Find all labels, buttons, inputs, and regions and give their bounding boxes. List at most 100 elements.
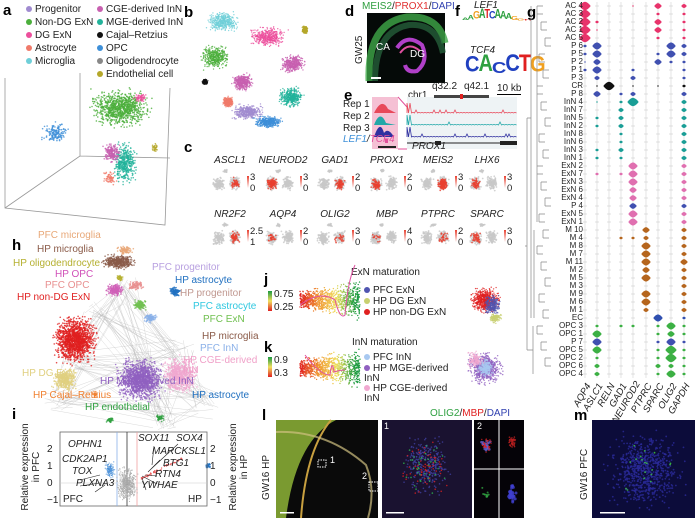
signal-track (406, 102, 517, 114)
violin (641, 242, 651, 250)
violin (595, 124, 599, 128)
violin (596, 85, 598, 87)
motif-tcf4: TCF4 (370, 134, 395, 145)
violin (594, 363, 600, 369)
point-cloud (602, 429, 687, 511)
colorbar (300, 230, 302, 242)
stain-legend-l: OLIG2/MBP/DAPI (430, 409, 510, 419)
violin (631, 324, 635, 328)
violin (583, 44, 587, 48)
point-cloud (212, 229, 225, 245)
violin (656, 12, 660, 16)
violin (592, 338, 602, 346)
point-cloud (479, 223, 486, 228)
point-cloud (230, 230, 241, 244)
colorbar (504, 230, 506, 242)
tick-left: −1 (47, 496, 58, 506)
corner-label-pfc: PFC (63, 495, 83, 505)
violin (630, 91, 636, 97)
colorbar (247, 176, 249, 188)
violin (595, 116, 599, 120)
tick-left: 2 (47, 445, 53, 455)
violin (681, 43, 687, 49)
row-label: CR (545, 82, 583, 90)
dendrogram (525, 5, 551, 374)
violin (656, 372, 660, 376)
stain-prox1: PROX1 (395, 1, 429, 12)
violin (654, 3, 662, 9)
cluster (301, 25, 309, 35)
point-cloud (437, 178, 448, 192)
point-cloud (132, 93, 147, 102)
graph-label: PFC ExN (203, 315, 245, 325)
gene-label: AQP4 (258, 210, 308, 220)
cluster (201, 78, 209, 85)
violin (631, 68, 635, 72)
colorbar (352, 176, 354, 188)
gene-label: ASCL1 (205, 156, 255, 166)
graph-label: PFC microglia (38, 231, 101, 241)
point-cloud (386, 230, 397, 244)
tick-right: 1 (210, 462, 216, 472)
tick-right: −1 (210, 496, 221, 506)
sequence-logo-tcf4: CACCTG (465, 52, 546, 84)
violin (681, 139, 687, 145)
graph-label: PFC OPC (45, 281, 89, 291)
cluster (278, 85, 305, 108)
violin (681, 131, 687, 137)
stain-mbp: MBP (462, 408, 484, 419)
violin (682, 76, 686, 80)
cluster (231, 72, 254, 92)
gene-label: LHX6 (462, 156, 512, 166)
legend-dot (97, 6, 103, 13)
row-label: ExN 4 (545, 194, 583, 202)
legend-label: Microglia (35, 56, 75, 67)
violin (654, 19, 662, 25)
legend-label: CGE-derived InN (106, 4, 182, 15)
ylabel-left: Relative expression in PFC (20, 422, 42, 512)
point-cloud (317, 177, 330, 190)
gene-label: MBP (362, 210, 412, 220)
violin (579, 9, 591, 19)
violin (668, 363, 674, 369)
violin (682, 332, 686, 336)
row-label: InN 4 (545, 98, 583, 106)
violin (666, 50, 676, 58)
age-label-d: GW25 (354, 36, 365, 64)
row-label: AC 3 (545, 10, 583, 18)
violin (619, 132, 623, 136)
legend-item: Oligodendrocyte (97, 55, 179, 68)
point-cloud (508, 436, 517, 448)
violin (641, 290, 651, 298)
violin (656, 324, 660, 328)
cluster (205, 11, 239, 32)
panel-label-e: e (344, 88, 352, 103)
feature-plot (316, 222, 346, 246)
violin (681, 123, 687, 129)
motif-title-lef1: LEF1 (474, 1, 498, 11)
feature-plot (212, 222, 241, 245)
point-cloud (41, 121, 69, 142)
motif-label-e: LEF1/TCF4 (343, 135, 395, 145)
violin (682, 356, 686, 360)
legend-item: Astrocyte (26, 42, 77, 55)
gene-label: NR2F2 (205, 210, 255, 220)
violin (682, 12, 686, 16)
panel-label-j: j (264, 272, 268, 287)
point-cloud (625, 444, 672, 491)
logo-letter: T (528, 19, 533, 21)
colorbar-max: 3 (507, 173, 512, 183)
violin (665, 345, 677, 355)
violin (596, 29, 598, 31)
gene-label-pfc: CDK2AP1 (62, 455, 108, 465)
legend-item: HP CGE-derived InN (364, 384, 454, 404)
gene-label-hp: SOX11 (138, 434, 170, 444)
violin (619, 172, 623, 176)
legend-label: Oligodendrocyte (106, 56, 179, 67)
graph-label: HP progenitor (180, 289, 242, 299)
legend-label: PFC InN (373, 352, 411, 363)
row-label: P 7 (545, 338, 583, 346)
graph-label: HP CGE-derived InN (183, 356, 258, 376)
graph-label: HP DG ExN (22, 369, 75, 379)
violin (681, 107, 687, 113)
